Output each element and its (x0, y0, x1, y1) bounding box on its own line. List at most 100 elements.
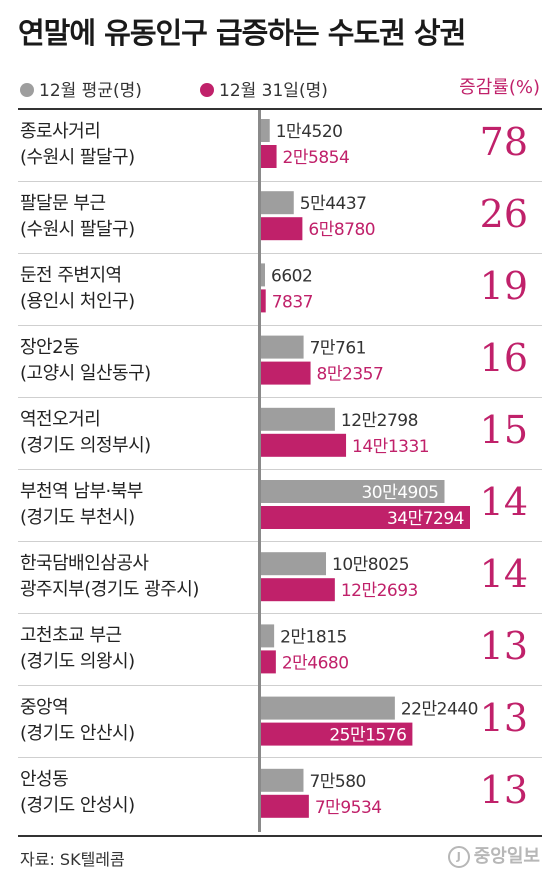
category-label: 역전오거리 (경기도 의정부시) (20, 407, 256, 459)
value-label-dec31: 34만7294 (387, 509, 464, 529)
bar-dec31 (261, 722, 413, 746)
legend-dot-icon (200, 83, 214, 97)
bar-avg (261, 263, 265, 287)
rate-header: 증감률(%) (459, 77, 540, 98)
value-label-avg: 1만4520 (276, 122, 343, 142)
bar-dec31 (261, 794, 309, 818)
bar-dec31 (261, 433, 347, 457)
logo-text: 중앙일보 (473, 846, 540, 867)
category-name: 팔달문 부근 (20, 193, 106, 214)
category-label: 둔전 주변지역 (용인시 처인구) (20, 263, 256, 315)
value-label-avg: 7만761 (310, 339, 366, 359)
category-location: (수원시 팔달구) (20, 147, 135, 168)
bar-avg (261, 624, 275, 648)
category-label: 안성동 (경기도 안성시) (20, 767, 256, 819)
bar-avg (261, 191, 294, 215)
category-location: (경기도 의정부시) (20, 435, 151, 456)
bar-dec31 (261, 217, 303, 241)
bar-avg (261, 480, 445, 503)
category-name: 한국담배인삼공사 (20, 553, 149, 574)
category-row: 고천초교 부근 (경기도 의왕시) 13 (18, 613, 542, 685)
bar-dec31 (261, 578, 335, 602)
bar-dec31 (261, 506, 470, 529)
rate-value: 13 (479, 696, 528, 740)
category-name: 중앙역 (20, 697, 69, 718)
category-label: 고천초교 부근 (경기도 의왕시) (20, 623, 256, 675)
category-name: 고천초교 부근 (20, 625, 122, 646)
value-label-dec31: 12만2693 (341, 581, 418, 601)
category-row: 중앙역 (경기도 안산시) 13 (18, 685, 542, 757)
rate-value: 14 (479, 480, 528, 524)
chart-rows: 종로사거리 (수원시 팔달구) 78 팔달문 부근 (수원시 팔달구) 26 둔전 주변지역… (18, 108, 542, 829)
value-label-dec31: 2만4680 (282, 653, 349, 673)
rate-value: 14 (479, 552, 528, 596)
category-location: 광주지부(경기도 광주시) (20, 579, 199, 600)
legend-label-avg: 12월 평균(명) (39, 81, 142, 101)
rate-value: 13 (479, 624, 528, 668)
value-label-dec31: 7만9534 (315, 798, 382, 818)
value-label-dec31: 14만1331 (352, 437, 429, 457)
value-label-avg: 22만2440 (401, 700, 478, 720)
legend-item-dec31: 12월 31일(명) (200, 76, 328, 101)
publisher-logo: J 중앙일보 (447, 842, 540, 868)
category-location: (경기도 안성시) (20, 795, 135, 816)
logo-mark-icon: J (447, 846, 470, 868)
value-label-dec31: 7837 (272, 292, 313, 312)
category-row: 종로사거리 (수원시 팔달구) 78 (18, 108, 542, 181)
value-label-dec31: 25만1576 (329, 726, 406, 746)
category-label: 중앙역 (경기도 안산시) (20, 695, 256, 747)
category-label: 팔달문 부근 (수원시 팔달구) (20, 191, 256, 243)
category-label: 종로사거리 (수원시 팔달구) (20, 119, 256, 171)
rate-value: 78 (479, 120, 528, 164)
category-name: 역전오거리 (20, 409, 101, 430)
rate-value: 15 (479, 408, 528, 452)
value-label-avg: 7만580 (309, 772, 365, 792)
category-location: (고양시 일산동구) (20, 363, 151, 384)
category-location: (경기도 안산시) (20, 723, 135, 744)
category-location: (경기도 의왕시) (20, 651, 135, 672)
chart-title: 연말에 유동인구 급증하는 수도권 상권 (18, 16, 466, 50)
bar-dec31 (261, 289, 266, 313)
value-label-avg: 2만1815 (280, 627, 347, 647)
bar-dec31 (261, 361, 311, 385)
category-row: 부천역 남부·북부 (경기도 부천시) 14 (18, 469, 542, 541)
bar-avg (261, 119, 270, 142)
category-name: 안성동 (20, 769, 69, 790)
legend-item-avg: 12월 평균(명) (20, 76, 142, 101)
bar-avg (261, 552, 327, 576)
category-location: (경기도 부천시) (20, 507, 135, 528)
value-label-avg: 12만2798 (341, 411, 418, 431)
bar-avg (261, 407, 335, 431)
legend-dot-icon (20, 83, 34, 97)
rate-value: 19 (479, 264, 528, 308)
category-location: (수원시 팔달구) (20, 219, 135, 240)
value-label-dec31: 8만2357 (317, 365, 384, 385)
bottom-rule (18, 835, 542, 837)
value-label-dec31: 6만8780 (308, 220, 375, 240)
category-row: 안성동 (경기도 안성시) 13 (18, 757, 542, 829)
category-name: 둔전 주변지역 (20, 265, 122, 286)
category-row: 장안2동 (고양시 일산동구) 16 (18, 325, 542, 397)
bar-dec31 (261, 145, 277, 168)
value-label-avg: 10만8025 (332, 555, 409, 575)
category-row: 팔달문 부근 (수원시 팔달구) 26 (18, 181, 542, 253)
value-label-dec31: 2만5854 (283, 148, 350, 168)
category-label: 부천역 남부·북부 (경기도 부천시) (20, 479, 256, 531)
axis-line (258, 110, 261, 832)
legend-label-dec31: 12월 31일(명) (219, 81, 328, 101)
rate-value: 16 (479, 336, 528, 380)
category-row: 역전오거리 (경기도 의정부시) 15 (18, 397, 542, 469)
bar-dec31 (261, 650, 276, 674)
category-name: 종로사거리 (20, 121, 101, 142)
bar-avg (261, 696, 395, 720)
rate-value: 26 (479, 192, 528, 236)
category-name: 부천역 남부·북부 (20, 481, 143, 502)
bar-avg (261, 768, 304, 792)
value-label-avg: 30만4905 (361, 483, 438, 503)
bar-avg (261, 335, 304, 359)
rate-value: 13 (479, 768, 528, 812)
value-label-avg: 5만4437 (300, 194, 367, 214)
